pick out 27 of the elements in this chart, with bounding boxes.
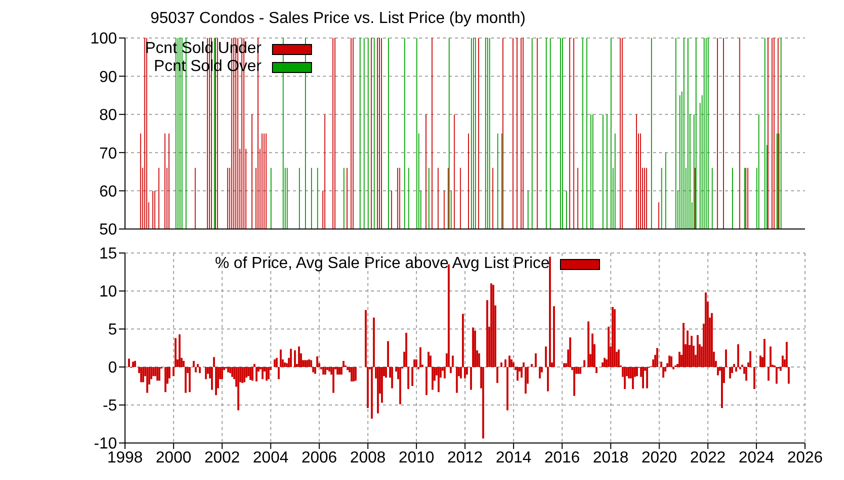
x-tick-label: 2022 bbox=[690, 449, 726, 466]
x-tick-label: 2016 bbox=[544, 449, 580, 466]
x-tick-label: 2010 bbox=[398, 449, 434, 466]
y-tick-label: 5 bbox=[108, 322, 118, 339]
x-tick-label: 2004 bbox=[252, 449, 289, 466]
legend-label: % of Price, Avg Sale Price above Avg List Price bbox=[215, 255, 550, 273]
y-tick-label: 70 bbox=[99, 145, 118, 162]
chart-title: 95037 Condos - Sales Price vs. List Price (by month) bbox=[149, 9, 527, 29]
x-tick-label: 2008 bbox=[350, 449, 386, 466]
y-tick-label: 50 bbox=[99, 222, 118, 239]
x-tick-label: 2026 bbox=[787, 449, 823, 466]
y-tick-label: -5 bbox=[102, 398, 118, 415]
x-tick-label: 2002 bbox=[204, 449, 240, 466]
y-tick-label: 100 bbox=[90, 30, 118, 48]
x-tick-label: 2024 bbox=[738, 449, 774, 466]
x-tick-label: 2006 bbox=[301, 449, 338, 466]
x-tick-label: 2000 bbox=[156, 449, 192, 466]
y-tick-label: 15 bbox=[99, 246, 118, 263]
x-tick-label: 2020 bbox=[641, 449, 678, 466]
x-tick-label: 2012 bbox=[447, 449, 483, 466]
y-tick-label: 90 bbox=[99, 68, 118, 86]
y-tick-label: 0 bbox=[108, 360, 118, 377]
y-tick-label: 80 bbox=[99, 107, 118, 124]
x-tick-label: 2018 bbox=[592, 449, 629, 466]
y-tick-label: 10 bbox=[99, 284, 118, 301]
y-tick-label: 60 bbox=[99, 183, 118, 200]
x-tick-label: 2014 bbox=[496, 449, 532, 466]
